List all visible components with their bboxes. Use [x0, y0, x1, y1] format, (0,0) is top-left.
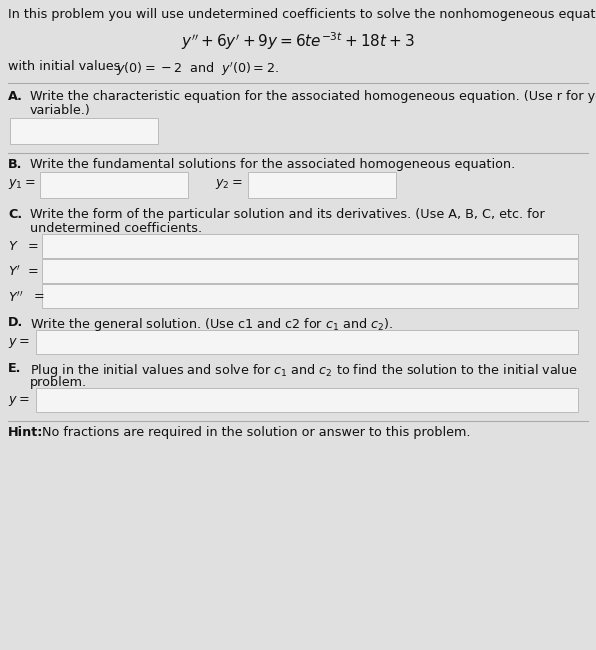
FancyBboxPatch shape [10, 118, 158, 144]
Text: $y =$: $y =$ [8, 394, 30, 408]
Text: variable.): variable.) [30, 104, 91, 117]
Text: $Y'$: $Y'$ [8, 265, 21, 280]
Text: $y_1 =$: $y_1 =$ [8, 177, 36, 191]
Text: Hint:: Hint: [8, 426, 44, 439]
Text: Write the characteristic equation for the associated homogeneous equation. (Use : Write the characteristic equation for th… [30, 90, 596, 103]
Text: =: = [28, 265, 39, 278]
Text: with initial values: with initial values [8, 60, 132, 73]
FancyBboxPatch shape [42, 234, 578, 258]
FancyBboxPatch shape [42, 259, 578, 283]
Text: Write the fundamental solutions for the associated homogeneous equation.: Write the fundamental solutions for the … [30, 158, 516, 171]
Text: =: = [34, 290, 45, 303]
Text: $Y''$: $Y''$ [8, 290, 23, 304]
FancyBboxPatch shape [36, 388, 578, 412]
Text: In this problem you will use undetermined coefficients to solve the nonhomogeneo: In this problem you will use undetermine… [8, 8, 596, 21]
Text: $y =$: $y =$ [8, 336, 30, 350]
FancyBboxPatch shape [36, 330, 578, 354]
Text: $y_2 =$: $y_2 =$ [215, 177, 243, 191]
Text: C.: C. [8, 208, 22, 221]
Text: =: = [28, 240, 39, 253]
FancyBboxPatch shape [40, 172, 188, 198]
Text: $Y$: $Y$ [8, 240, 18, 253]
Text: A.: A. [8, 90, 23, 103]
Text: Plug in the initial values and solve for $c_1$ and $c_2$ to find the solution to: Plug in the initial values and solve for… [30, 362, 578, 379]
Text: E.: E. [8, 362, 21, 375]
FancyBboxPatch shape [248, 172, 396, 198]
Text: Write the form of the particular solution and its derivatives. (Use A, B, C, etc: Write the form of the particular solutio… [30, 208, 545, 221]
Text: $y'' + 6y' + 9y = 6te^{-3t} + 18t + 3$: $y'' + 6y' + 9y = 6te^{-3t} + 18t + 3$ [181, 30, 415, 52]
Text: B.: B. [8, 158, 23, 171]
Text: No fractions are required in the solution or answer to this problem.: No fractions are required in the solutio… [38, 426, 470, 439]
Text: problem.: problem. [30, 376, 87, 389]
Text: $y(0) = -2$  and  $y'(0) = 2$.: $y(0) = -2$ and $y'(0) = 2$. [116, 60, 279, 77]
Text: undetermined coefficients.: undetermined coefficients. [30, 222, 202, 235]
FancyBboxPatch shape [42, 284, 578, 308]
Text: Write the general solution. (Use c1 and c2 for $c_1$ and $c_2$).: Write the general solution. (Use c1 and … [30, 316, 393, 333]
Text: D.: D. [8, 316, 23, 329]
